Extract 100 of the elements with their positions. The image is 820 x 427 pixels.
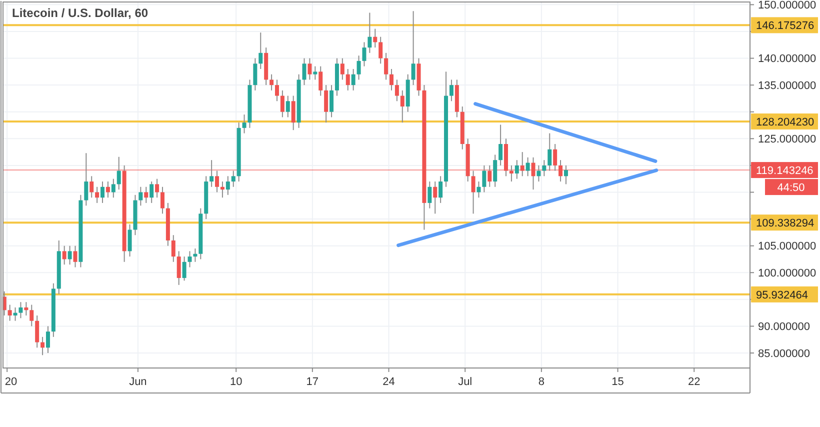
- candlestick: [171, 234, 176, 262]
- candlestick: [18, 302, 23, 319]
- y-tick-label: 105.000000: [758, 240, 816, 253]
- candlestick: [231, 170, 236, 188]
- candlestick: [188, 250, 192, 268]
- x-tick-label: 17: [306, 376, 319, 388]
- candlestick: [542, 160, 546, 177]
- candlestick: [378, 36, 383, 64]
- candlestick: [509, 164, 514, 182]
- candlestick: [411, 10, 416, 86]
- candlestick: [138, 186, 143, 206]
- candlestick: [362, 42, 366, 67]
- candlestick: [389, 68, 394, 91]
- candlestick: [308, 58, 312, 80]
- candlestick: [438, 176, 443, 204]
- candlestick: [116, 156, 121, 190]
- candlestick: [493, 154, 498, 188]
- candlestick: [8, 304, 12, 322]
- candlestick: [558, 160, 563, 182]
- candlestick: [482, 164, 486, 193]
- candlestick: [520, 152, 524, 177]
- candlestick: [35, 314, 40, 348]
- candlestick: [428, 181, 432, 209]
- candlestick: [242, 114, 246, 134]
- candlestick: [100, 181, 105, 204]
- y-tick-label: 140.000000: [758, 53, 816, 66]
- ref-line-label: 95.932464: [756, 289, 808, 302]
- candlestick: [373, 28, 378, 48]
- candlestick: [193, 248, 198, 262]
- candlestick: [215, 170, 220, 193]
- candlestick: [270, 74, 274, 91]
- candlestick: [73, 245, 78, 268]
- y-tick-label: 125.000000: [758, 133, 816, 146]
- text: 44:50: [777, 182, 805, 194]
- x-tick-label: Jun: [129, 376, 147, 388]
- candlestick: [226, 176, 230, 196]
- candlestick: [531, 156, 536, 190]
- candlestick: [553, 144, 558, 172]
- candlestick: [433, 181, 438, 214]
- candlestick: [182, 256, 186, 282]
- candlestick: [526, 156, 530, 177]
- candlestick: [368, 12, 372, 54]
- candlestick: [330, 84, 334, 118]
- x-tick-label: 20: [4, 376, 18, 388]
- candlestick: [280, 90, 284, 118]
- y-tick-label: 100.000000: [758, 267, 816, 280]
- x-tick-label: 24: [382, 376, 395, 388]
- candlestick: [356, 55, 361, 80]
- candlestick: [514, 160, 519, 180]
- candlestick: [30, 304, 34, 327]
- candlestick: [536, 164, 541, 182]
- candlestick: [144, 186, 148, 204]
- candlestick: [286, 95, 290, 118]
- candlestick: [324, 84, 328, 124]
- candlestick: [95, 186, 100, 204]
- candlestick: [471, 170, 476, 214]
- chart-title: Litecoin / U.S. Dollar, 60: [12, 6, 148, 20]
- candlestick: [220, 181, 224, 198]
- candlestick: [313, 66, 318, 80]
- candlestick: [302, 58, 306, 86]
- candlestick: [351, 68, 356, 91]
- x-tick-label: 10: [230, 376, 242, 388]
- candlestick: [258, 32, 263, 70]
- y-tick-label: 150.000000: [758, 0, 816, 12]
- y-tick-label: 85.000000: [758, 348, 810, 360]
- candlestick: [346, 68, 350, 91]
- candlestick: [340, 58, 344, 80]
- y-tick-label: 90.000000: [758, 321, 810, 334]
- x-tick-label: 15: [612, 376, 624, 388]
- candlestick: [564, 164, 568, 185]
- candlestick: [40, 336, 45, 356]
- candlestick: [548, 132, 552, 172]
- candlestick: [24, 302, 28, 316]
- ref-line-label: 128.204230: [756, 116, 814, 128]
- candlestick: [155, 178, 160, 198]
- candlestick: [384, 52, 388, 80]
- candlestick: [111, 178, 116, 198]
- candlestick: [68, 245, 72, 266]
- candlestick: [400, 90, 404, 124]
- candlestick: [394, 79, 399, 102]
- candlestick: [488, 164, 492, 188]
- candlestick: [210, 160, 214, 188]
- candlestick: [176, 250, 181, 286]
- y-tick-label: 135.000000: [758, 80, 816, 92]
- candlestick: [253, 58, 258, 91]
- candlestick: [150, 181, 154, 204]
- candlestick: [449, 79, 454, 102]
- candlestick: [318, 66, 323, 96]
- candlestick: [46, 326, 50, 354]
- candlestick: [476, 181, 481, 198]
- ref-line-label: 119.143246: [756, 164, 814, 177]
- x-tick-label: 22: [688, 376, 700, 388]
- ref-line-label: 109.338294: [756, 217, 814, 230]
- candlestick: [62, 245, 66, 266]
- candlestick: [90, 176, 94, 198]
- candlestick: [13, 306, 18, 322]
- candlestick: [84, 152, 88, 206]
- candlestick: [274, 79, 279, 102]
- ref-line-label: 146.175276: [756, 20, 814, 32]
- candlestick: [106, 181, 110, 198]
